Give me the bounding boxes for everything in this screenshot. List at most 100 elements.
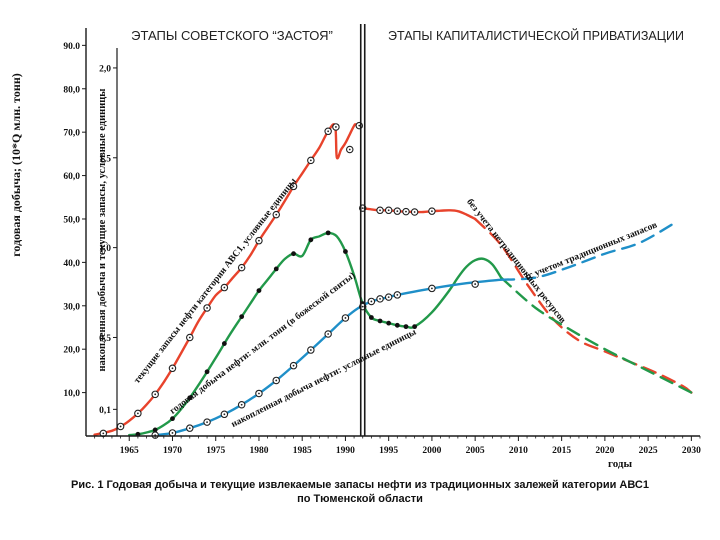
- x-tick-label: 1965: [120, 446, 139, 456]
- data-point-center: [275, 379, 278, 382]
- data-point-center: [431, 287, 433, 290]
- data-point-center: [396, 210, 399, 213]
- data-point-production-markers: [170, 416, 175, 422]
- y-axis-label-left: годовая добыча; (10*Q млн. тонн): [9, 73, 23, 256]
- data-point-center: [361, 305, 364, 308]
- x-tick-label: 2005: [466, 446, 485, 456]
- y-tick-label-right: 0,5: [99, 334, 111, 344]
- data-point-center: [206, 421, 208, 424]
- data-point-center: [327, 130, 330, 133]
- data-point-center: [335, 126, 337, 128]
- x-tick-label: 2025: [639, 446, 658, 456]
- data-point-production-markers: [204, 369, 210, 375]
- y-tick-label-right: 0,1: [99, 406, 111, 416]
- x-tick-label: 2020: [595, 446, 614, 456]
- data-point-center: [379, 297, 381, 300]
- series-line-production-forecast: [499, 276, 693, 394]
- data-point-production-markers: [386, 320, 392, 326]
- y-axis-label-right: накопленная добыча и текущие запасы, усл…: [97, 88, 108, 371]
- data-point-center: [102, 432, 105, 435]
- data-point-center: [431, 210, 433, 213]
- series-line-reserves-forecast: [474, 217, 693, 394]
- data-point-production-markers: [256, 288, 262, 293]
- data-point-center: [361, 207, 364, 210]
- data-point-production-markers: [273, 266, 279, 272]
- data-point-center: [309, 349, 312, 351]
- data-point-center: [154, 393, 157, 396]
- data-point-center: [275, 213, 278, 216]
- y-tick-label-left: 10,0: [63, 389, 80, 399]
- data-point-center: [370, 300, 373, 303]
- x-tick-label: 1995: [379, 446, 398, 456]
- y-tick-label-left: 60,0: [63, 172, 80, 182]
- chart-title-right: ЭТАПЫ КАПИТАЛИСТИЧЕСКОЙ ПРИВАТИЗАЦИИ: [388, 28, 684, 43]
- series-line-cumulative: [154, 278, 503, 437]
- chart-axes-layer: [82, 24, 701, 441]
- chart-text-layer: ЭТАПЫ СОВЕТСКОГО “ЗАСТОЯ” ЭТАПЫ КАПИТАЛИ…: [9, 28, 701, 470]
- data-point-center: [223, 413, 226, 416]
- y-tick-label-right: 2,0: [99, 64, 111, 74]
- data-point-production-markers: [368, 315, 374, 320]
- data-point-center: [327, 333, 330, 335]
- data-point-center: [258, 239, 260, 242]
- data-point-center: [240, 403, 243, 406]
- x-tick-label: 2010: [509, 446, 528, 456]
- data-point-center: [379, 209, 381, 212]
- x-tick-label: 1980: [249, 446, 268, 456]
- data-point-center: [292, 364, 295, 367]
- data-point-production-markers: [221, 341, 227, 346]
- data-point-center: [171, 432, 174, 434]
- series-line-cumulative-forecast: [499, 222, 676, 281]
- x-axis-label: годы: [608, 458, 632, 470]
- data-point-production-markers: [239, 314, 245, 320]
- data-point-center: [188, 427, 191, 430]
- y-tick-label-left: 90.0: [63, 42, 80, 52]
- x-tick-label: 2030: [682, 446, 701, 456]
- y-tick-label-left: 50,0: [63, 215, 80, 225]
- x-tick-label: 2000: [422, 446, 441, 456]
- data-point-center: [358, 124, 361, 127]
- data-point-production-markers: [377, 318, 383, 324]
- data-point-center: [188, 336, 191, 339]
- y-tick-label-right: 1,5: [99, 154, 111, 164]
- data-point-production-markers: [412, 324, 418, 330]
- x-tick-label: 1985: [293, 446, 312, 456]
- data-point-center: [206, 307, 208, 309]
- data-point-center: [405, 210, 407, 213]
- x-tick-label: 1970: [163, 446, 182, 456]
- data-point-production-markers: [152, 427, 158, 433]
- x-tick-label: 1975: [206, 446, 225, 456]
- data-point-center: [171, 367, 174, 370]
- data-point-center: [240, 266, 243, 269]
- data-point-center: [223, 286, 226, 289]
- data-point-center: [136, 412, 139, 415]
- data-point-center: [396, 294, 399, 296]
- figure-caption-line2: по Тюменской области: [297, 493, 423, 505]
- data-point-center: [258, 392, 260, 395]
- x-tick-label: 2015: [552, 446, 571, 456]
- data-point-production-markers: [343, 249, 348, 254]
- data-point-center: [413, 211, 416, 213]
- y-tick-label-left: 30,0: [63, 302, 80, 312]
- y-tick-label-left: 20,0: [63, 346, 80, 356]
- figure-caption-line1: Рис. 1 Годовая добыча и текущие извлекае…: [71, 479, 649, 491]
- data-point-center: [119, 425, 122, 428]
- data-point-production-markers: [291, 251, 296, 257]
- data-point-production-markers: [403, 324, 409, 330]
- data-point-center: [474, 283, 477, 285]
- data-point-center: [387, 296, 390, 299]
- annotation-label: (с учетом традиционных запасов: [524, 220, 659, 283]
- data-point-center: [344, 317, 347, 319]
- data-point-center: [387, 209, 390, 212]
- annotation-label: текущие запасы нефти категории АВС1, усл…: [132, 175, 300, 385]
- y-tick-label-left: 70,0: [63, 129, 80, 139]
- data-point-production-markers: [394, 322, 400, 328]
- data-point-production-markers: [308, 237, 314, 243]
- data-point-center: [348, 148, 351, 151]
- y-tick-label-right: 1,0: [99, 244, 111, 254]
- chart-title-left: ЭТАПЫ СОВЕТСКОГО “ЗАСТОЯ”: [131, 28, 333, 43]
- x-tick-label: 1990: [336, 446, 355, 456]
- y-tick-label-left: 80,0: [63, 85, 80, 95]
- y-tick-label-left: 40,0: [63, 259, 80, 269]
